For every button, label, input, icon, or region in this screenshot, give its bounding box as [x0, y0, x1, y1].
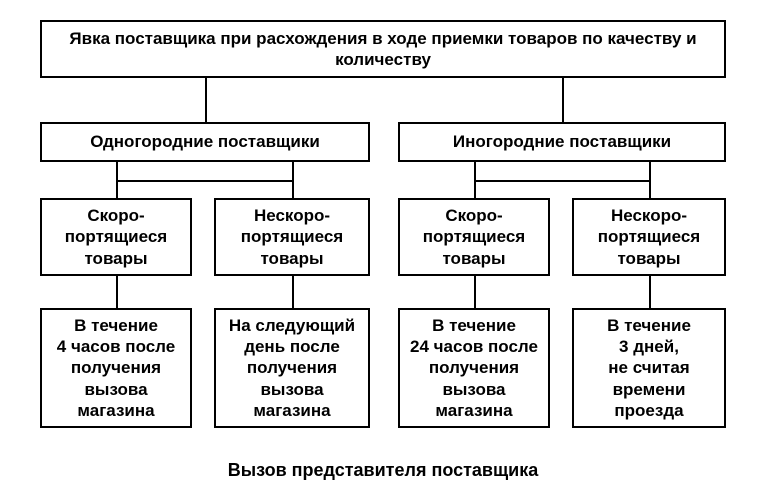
level1-node-label: Иногородние поставщики — [453, 131, 671, 152]
level2-node: Скоро-портящиесятовары — [40, 198, 192, 276]
level2-node-label: Нескоро-портящиесятовары — [241, 205, 343, 269]
level2-node: Нескоро-портящиесятовары — [572, 198, 726, 276]
level3-node-label: В течение3 дней,не считаявременипроезда — [607, 315, 691, 421]
connector-line — [292, 162, 294, 182]
connector-line — [116, 180, 294, 182]
level3-node-label: На следующийдень послеполучениявызовамаг… — [229, 315, 355, 421]
connector-line — [116, 276, 118, 308]
level1-node-label: Одногородние поставщики — [90, 131, 320, 152]
level2-node-label: Скоро-портящиесятовары — [423, 205, 525, 269]
connector-line — [562, 78, 564, 122]
level2-node-label: Нескоро-портящиесятовары — [598, 205, 700, 269]
level3-node-label: В течение4 часов послеполучениявызовамаг… — [57, 315, 175, 421]
root-node-label: Явка поставщика при расхождения в ходе п… — [50, 28, 716, 71]
level2-node-label: Скоро-портящиесятовары — [65, 205, 167, 269]
level3-node: В течение24 часов послеполучениявызовама… — [398, 308, 550, 428]
connector-line — [292, 180, 294, 198]
connector-line — [205, 78, 207, 122]
connector-line — [474, 180, 476, 198]
diagram-caption-text: Вызов представителя поставщика — [228, 460, 539, 480]
root-node: Явка поставщика при расхождения в ходе п… — [40, 20, 726, 78]
connector-line — [292, 276, 294, 308]
connector-line — [474, 162, 476, 182]
level1-node: Одногородние поставщики — [40, 122, 370, 162]
connector-line — [649, 276, 651, 308]
connector-line — [474, 276, 476, 308]
connector-line — [116, 162, 118, 182]
level3-node: На следующийдень послеполучениявызовамаг… — [214, 308, 370, 428]
level1-node: Иногородние поставщики — [398, 122, 726, 162]
diagram-caption: Вызов представителя поставщика — [0, 460, 766, 481]
level2-node: Нескоро-портящиесятовары — [214, 198, 370, 276]
level3-node: В течение3 дней,не считаявременипроезда — [572, 308, 726, 428]
connector-line — [474, 180, 651, 182]
level3-node: В течение4 часов послеполучениявызовамаг… — [40, 308, 192, 428]
connector-line — [649, 180, 651, 198]
connector-line — [649, 162, 651, 182]
connector-line — [116, 180, 118, 198]
level2-node: Скоро-портящиесятовары — [398, 198, 550, 276]
level3-node-label: В течение24 часов послеполучениявызовама… — [410, 315, 538, 421]
